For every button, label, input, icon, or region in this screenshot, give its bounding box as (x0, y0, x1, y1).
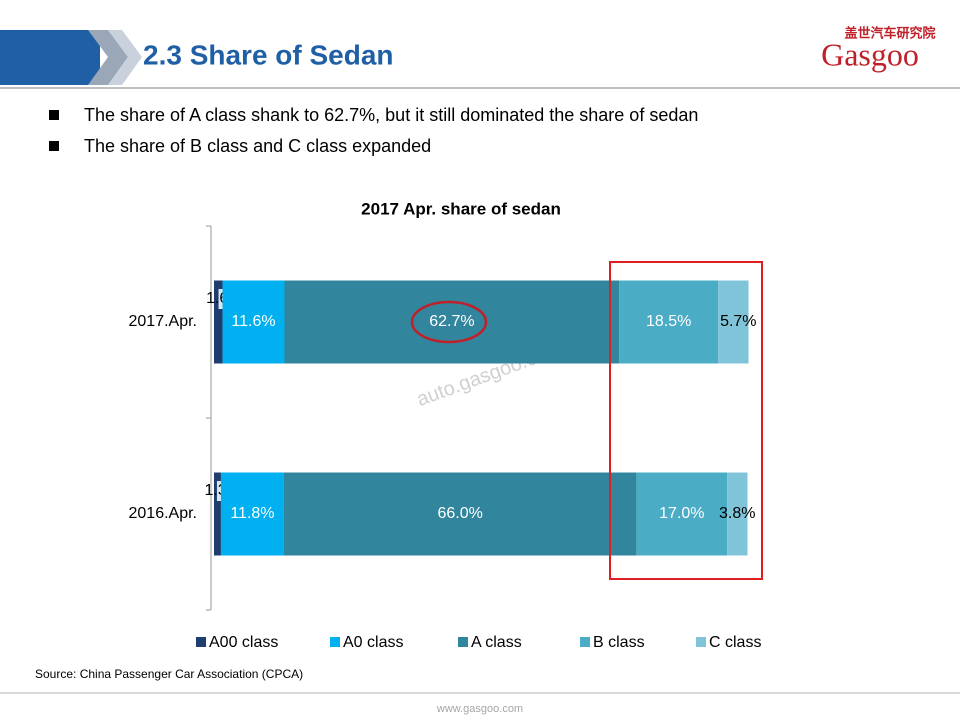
highlight-box (609, 261, 763, 580)
bar-segment (727, 472, 748, 556)
logo-en: Gasgoo (821, 36, 919, 72)
highlight-ellipse (410, 300, 488, 344)
data-label: 62.7% (429, 313, 474, 330)
bar-segment (214, 280, 223, 364)
legend-label: B class (593, 634, 645, 651)
data-label: 17.0% (659, 505, 704, 522)
legend-swatch (330, 637, 340, 647)
data-label: 11.6% (231, 313, 275, 330)
data-label: 66.0% (437, 505, 482, 522)
bar-segment (283, 472, 637, 556)
data-label: 11.8% (230, 505, 274, 522)
legend-swatch (580, 637, 590, 647)
legend-swatch (458, 637, 468, 647)
footer-url: www.gasgoo.com (436, 703, 523, 715)
legend-label: A0 class (343, 634, 403, 651)
legend-swatch (696, 637, 706, 647)
chevron (88, 30, 128, 85)
data-label: 3.8% (719, 505, 755, 522)
chart: 2017.Apr.1.6%11.6%62.7%18.5%5.7%2016.Apr… (129, 225, 761, 651)
slide-title: 2.3 Share of Sedan (143, 39, 394, 70)
bar-segment (220, 472, 284, 556)
bar-segment (636, 472, 728, 556)
logo-cn: 盖世汽车研究院 (844, 25, 935, 40)
source: Source: China Passenger Car Association … (35, 667, 303, 681)
bar-segment (222, 280, 285, 364)
bar-segment (718, 280, 749, 364)
bullet: The share of B class and C class expande… (84, 136, 431, 156)
bullet-mark (49, 110, 59, 120)
bullet: The share of A class shank to 62.7%, but… (84, 105, 698, 125)
category-label: 2017.Apr. (129, 313, 198, 330)
data-label: 18.5% (646, 313, 691, 330)
header-band (0, 30, 100, 85)
bullet-mark (49, 141, 59, 151)
chevron (108, 30, 142, 85)
category-label: 2016.Apr. (129, 505, 198, 522)
chart-title: 2017 Apr. share of sedan (361, 199, 561, 218)
legend-label: A00 class (209, 634, 278, 651)
legend-label: A class (471, 634, 522, 651)
data-label: 5.7% (720, 313, 756, 330)
bar-segment (214, 472, 221, 556)
legend-label: C class (709, 634, 761, 651)
bar-segment (284, 280, 620, 364)
bar-segment (619, 280, 719, 364)
legend-swatch (196, 637, 206, 647)
